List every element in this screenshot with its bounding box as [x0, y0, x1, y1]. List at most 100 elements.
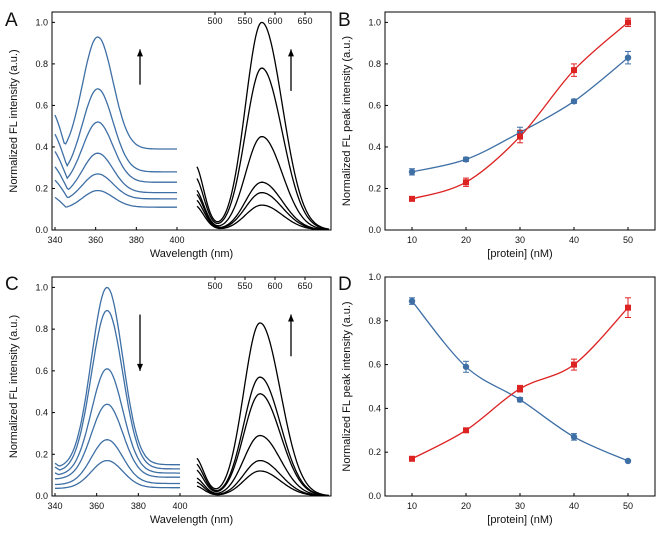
y-tick-label: 0.4 [368, 403, 381, 413]
emission-curve [196, 135, 330, 231]
trend-arrow-right-head [288, 314, 294, 322]
excitation-curve [54, 173, 177, 200]
excitation-curve [54, 36, 177, 150]
emission-curve [196, 470, 329, 497]
trend-arrow-left-head [137, 363, 143, 371]
emission-curve [196, 393, 330, 497]
trend-arrow-left-head [137, 49, 143, 57]
data-point-red [571, 67, 577, 74]
y-tick-label: 1.0 [35, 17, 48, 27]
plot-frame-b [384, 11, 656, 231]
data-point-red [625, 304, 631, 311]
x-axis-label: Wavelength (nm) [150, 248, 233, 260]
data-point-red [463, 427, 469, 434]
y-tick-label: 0.0 [368, 491, 381, 501]
y-axis-label: Normalized FL intensity (a.u.) [8, 315, 20, 458]
y-tick-label: 0.6 [368, 360, 381, 370]
panel-letter-d: D [338, 274, 352, 295]
y-tick-label: 1.0 [368, 272, 381, 282]
top-tick-label: 500 [207, 281, 222, 291]
y-tick-label: 0.0 [35, 491, 48, 501]
x-tick-label: 380 [131, 501, 146, 511]
fit-line-blue [411, 57, 629, 173]
x-tick-label: 400 [169, 235, 184, 245]
y-tick-label: 0.8 [368, 316, 381, 326]
top-tick-label: 500 [207, 16, 222, 26]
data-point-blue [516, 396, 524, 403]
fit-line-red [411, 307, 629, 460]
x-tick-label: 30 [515, 235, 525, 245]
y-tick-label: 0.8 [35, 59, 48, 69]
y-tick-label: 0.2 [368, 447, 381, 457]
emission-curve [196, 322, 330, 497]
trend-arrow-right-head [288, 49, 294, 57]
y-tick-label: 0.8 [368, 59, 381, 69]
data-point-blue [624, 457, 632, 465]
y-axis-label: Normalized FL intensity (a.u.) [8, 49, 20, 192]
data-point-red [409, 455, 415, 462]
data-point-red [463, 179, 469, 186]
y-tick-label: 0.6 [35, 366, 48, 376]
x-tick-label: 30 [515, 501, 525, 511]
data-point-red [571, 361, 577, 368]
emission-curve [196, 204, 329, 231]
data-point-red [409, 195, 415, 202]
panel-letter-b: B [338, 10, 351, 31]
data-point-red [625, 19, 631, 26]
x-tick-label: 40 [569, 235, 579, 245]
y-axis-label: Normalized FL peak intensity (a.u.) [341, 36, 353, 206]
excitation-curve [54, 439, 180, 486]
top-tick-label: 650 [297, 281, 312, 291]
excitation-curve [54, 121, 177, 183]
data-point-red [517, 133, 523, 140]
y-tick-label: 0.4 [35, 408, 48, 418]
x-tick-label: 380 [129, 235, 144, 245]
x-tick-label: 340 [47, 501, 62, 511]
plot-frame-a [51, 11, 332, 231]
y-tick-label: 0.2 [368, 183, 381, 193]
x-axis-label: [protein] (nM) [487, 514, 552, 526]
x-tick-label: 50 [623, 501, 633, 511]
y-tick-label: 0.6 [368, 100, 381, 110]
data-point-blue [462, 156, 470, 163]
top-tick-label: 600 [267, 16, 282, 26]
x-tick-label: 20 [461, 501, 471, 511]
y-tick-label: 0.8 [35, 324, 48, 334]
panel-letter-a: A [5, 10, 18, 31]
panel-letter-c: C [5, 274, 19, 295]
excitation-curve [54, 152, 177, 194]
x-tick-label: 10 [407, 501, 417, 511]
data-point-blue [624, 54, 632, 61]
data-point-blue [462, 363, 470, 370]
x-tick-label: 10 [407, 235, 417, 245]
y-tick-label: 0.0 [368, 225, 381, 235]
top-tick-label: 600 [267, 281, 282, 291]
x-tick-label: 360 [88, 235, 103, 245]
excitation-curve [55, 459, 180, 489]
data-point-blue [570, 98, 578, 105]
plot-frame-c [51, 276, 332, 497]
x-tick-label: 400 [172, 501, 187, 511]
data-point-blue [570, 433, 578, 441]
excitation-curve [54, 368, 180, 476]
y-tick-label: 1.0 [368, 17, 381, 27]
x-tick-label: 50 [623, 235, 633, 245]
x-tick-label: 40 [569, 501, 579, 511]
excitation-curve [54, 286, 180, 467]
y-tick-label: 0.6 [35, 100, 48, 110]
emission-curve [196, 434, 329, 497]
y-tick-label: 0.4 [35, 142, 48, 152]
y-axis-label: Normalized FL peak intensity (a.u.) [341, 301, 353, 471]
fit-line-red [411, 21, 629, 200]
fit-line-blue [411, 300, 629, 462]
y-tick-label: 0.2 [35, 183, 48, 193]
data-point-red [517, 385, 523, 392]
x-tick-label: 360 [89, 501, 104, 511]
x-tick-label: 340 [47, 235, 62, 245]
excitation-curve [54, 88, 177, 173]
top-tick-label: 650 [297, 16, 312, 26]
excitation-curve [55, 403, 180, 480]
y-tick-label: 1.0 [35, 282, 48, 292]
x-axis-label: [protein] (nM) [487, 248, 552, 260]
